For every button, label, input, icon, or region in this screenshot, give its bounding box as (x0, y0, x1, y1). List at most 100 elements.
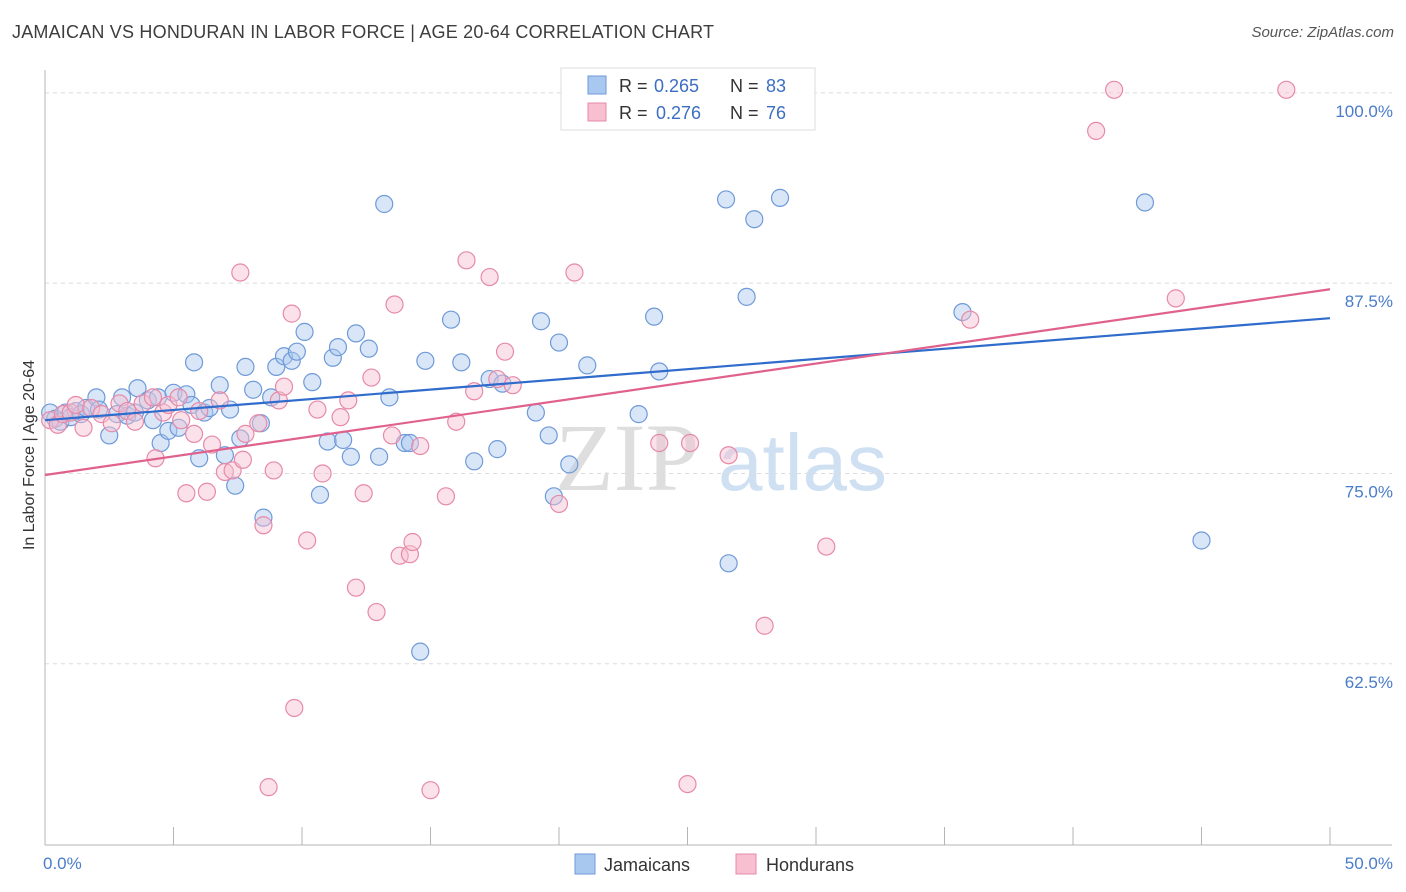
legend-swatch-hondurans (735, 853, 757, 875)
data-point (359, 339, 378, 358)
trend-line (44, 317, 1331, 422)
data-point (323, 348, 342, 367)
legend-bottom: Jamaicans Hondurans (574, 853, 854, 875)
legend-swatch-jamaicans (587, 75, 607, 95)
data-point (961, 310, 980, 329)
data-point (495, 342, 515, 361)
data-point (346, 578, 366, 597)
legend-r-value: 0.265 (654, 76, 699, 96)
series-hondurans-points (41, 80, 1296, 800)
data-point (578, 356, 597, 375)
data-point (488, 440, 507, 459)
data-point (678, 774, 697, 794)
data-point (411, 642, 430, 661)
data-point (328, 338, 348, 357)
data-point (370, 447, 389, 466)
data-point (1135, 193, 1155, 212)
data-point (259, 778, 278, 797)
data-point (354, 484, 373, 503)
data-point (716, 190, 736, 209)
legend-swatch-jamaicans (574, 853, 596, 875)
data-point (184, 424, 204, 443)
data-point (1105, 80, 1124, 99)
data-point (308, 400, 327, 419)
data-point (1277, 80, 1296, 99)
x-tick-label: 0.0% (43, 854, 82, 873)
data-point (249, 414, 268, 433)
data-point (190, 401, 209, 421)
data-point (274, 377, 294, 396)
data-point (285, 698, 304, 718)
legend-label-hondurans: Hondurans (766, 855, 854, 875)
axes (44, 70, 1392, 846)
trend-lines (44, 288, 1331, 477)
data-point (226, 476, 245, 495)
data-point (202, 435, 222, 454)
data-point (254, 508, 273, 527)
data-point (465, 452, 484, 471)
legend-n-label: N = (730, 76, 759, 96)
data-point (318, 432, 337, 451)
data-point (416, 351, 435, 370)
data-point (346, 324, 366, 343)
data-point (215, 462, 234, 482)
data-point (143, 388, 163, 407)
data-point (565, 263, 584, 282)
data-point (385, 295, 404, 314)
data-point (295, 322, 314, 341)
legend-swatch-hondurans (587, 102, 607, 122)
y-tick-labels: 62.5% 75.0% 87.5% 100.0% (1335, 102, 1393, 692)
data-point (172, 411, 191, 430)
data-point (436, 487, 456, 506)
source-label: Source: ZipAtlas.com (1251, 24, 1394, 41)
data-point (755, 616, 774, 635)
data-point (282, 351, 301, 370)
data-point (331, 408, 350, 427)
data-point (375, 194, 394, 214)
data-point (680, 433, 700, 453)
data-point (539, 426, 558, 445)
x-tick-label: 50.0% (1345, 854, 1393, 873)
data-point (1192, 531, 1211, 550)
data-point (421, 781, 440, 800)
data-point (254, 516, 273, 535)
data-point (531, 312, 551, 331)
y-tick-label: 75.0% (1345, 482, 1393, 501)
data-point (310, 485, 330, 504)
data-point (287, 342, 306, 361)
data-point (400, 433, 420, 453)
legend-n-label: N = (730, 103, 759, 123)
data-point (817, 537, 836, 556)
data-point (382, 426, 402, 445)
data-point (110, 394, 129, 413)
data-point (341, 447, 360, 466)
data-point (745, 210, 764, 229)
data-point (236, 424, 255, 443)
data-point (233, 450, 252, 469)
data-point (457, 251, 476, 270)
legend-n-value: 76 (766, 103, 786, 123)
data-point (159, 421, 178, 440)
data-point (644, 307, 664, 326)
data-point (339, 391, 358, 410)
data-point (236, 357, 255, 377)
trend-line (44, 288, 1331, 477)
y-tick-label: 62.5% (1345, 673, 1393, 692)
x-tick-labels: 0.0% 50.0% (43, 854, 1393, 873)
data-point (298, 531, 317, 550)
data-point (953, 302, 972, 322)
data-point (210, 391, 229, 410)
data-point (125, 412, 145, 431)
data-point (177, 484, 196, 503)
data-point (719, 554, 738, 573)
data-point (313, 464, 332, 483)
data-point (549, 494, 569, 514)
legend-r-value: 0.276 (656, 103, 701, 123)
data-point (184, 353, 204, 372)
legend-top: R = 0.265 N = 83 R = 0.276 N = 76 (560, 67, 816, 131)
legend-n-value: 83 (766, 76, 786, 96)
watermark: ZIP atlas (555, 404, 887, 511)
data-point (650, 433, 669, 453)
data-point (244, 380, 263, 399)
data-point (526, 403, 545, 422)
